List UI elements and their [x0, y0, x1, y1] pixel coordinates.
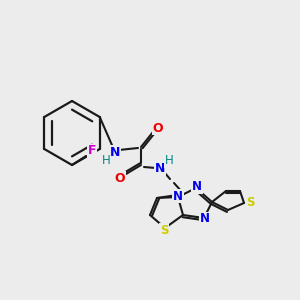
- Text: N: N: [192, 181, 202, 194]
- Text: N: N: [173, 190, 183, 202]
- Text: O: O: [153, 122, 163, 134]
- Text: O: O: [115, 172, 125, 184]
- Text: S: S: [246, 196, 254, 208]
- Text: H: H: [102, 154, 110, 167]
- Text: H: H: [165, 154, 173, 167]
- Text: N: N: [200, 212, 210, 226]
- Text: S: S: [160, 224, 168, 236]
- Text: F: F: [88, 145, 96, 158]
- Text: N: N: [155, 163, 165, 176]
- Text: N: N: [110, 146, 120, 158]
